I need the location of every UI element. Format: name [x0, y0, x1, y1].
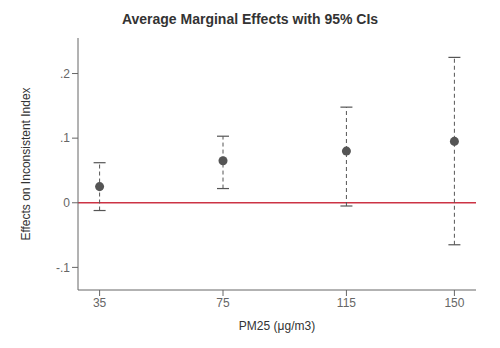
svg-text:PM25 (μg/m3): PM25 (μg/m3): [239, 319, 315, 333]
svg-text:.2: .2: [60, 67, 70, 81]
svg-text:-.1: -.1: [56, 261, 70, 275]
svg-text:0: 0: [63, 196, 70, 210]
svg-text:Effects on Inconsistent Index: Effects on Inconsistent Index: [19, 87, 33, 240]
svg-text:115: 115: [337, 296, 356, 310]
svg-text:.1: .1: [60, 131, 70, 145]
svg-text:75: 75: [216, 296, 230, 310]
html-text:Average Marginal Effects with: Average Marginal Effects with 95% CIs: [121, 11, 379, 27]
svg-text:150: 150: [444, 296, 464, 310]
svg-text:35: 35: [93, 296, 107, 310]
